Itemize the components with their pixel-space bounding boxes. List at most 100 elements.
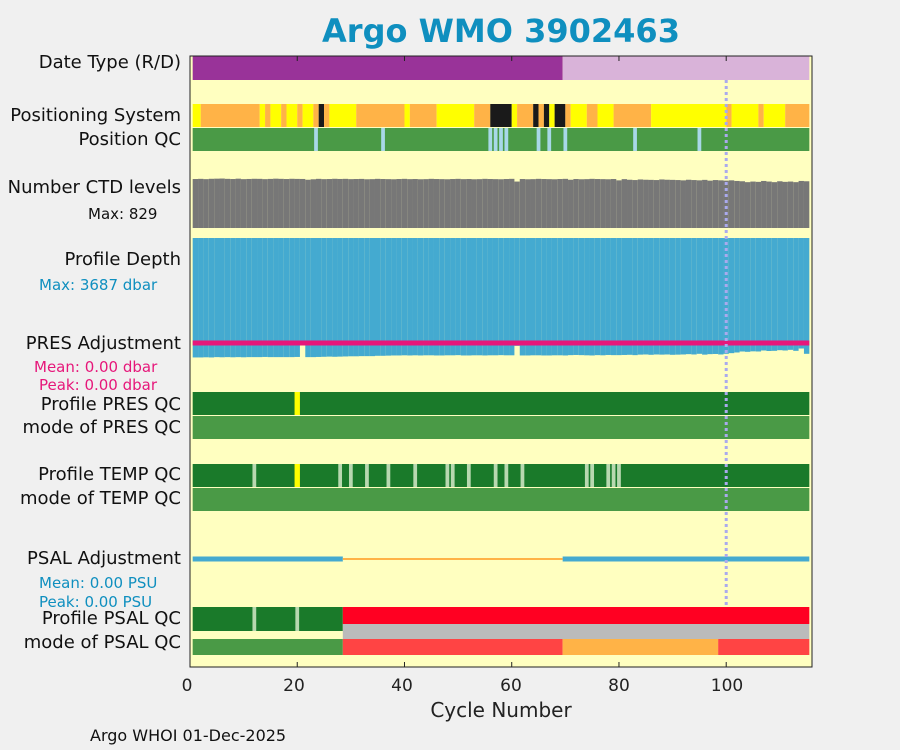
profile-depth-bar	[675, 238, 681, 355]
ctd-level-bar	[305, 179, 311, 228]
ctd-level-bar	[568, 179, 574, 228]
label-mode-psal-qc: mode of PSAL QC	[23, 632, 181, 653]
profile-depth-bar	[782, 238, 788, 351]
profile-temp-qc-flag	[493, 464, 498, 487]
ctd-level-bar	[433, 179, 440, 228]
positioning-segment	[613, 104, 652, 127]
positioning-segment	[758, 104, 764, 127]
x-axis-title: Cycle Number	[430, 698, 572, 722]
profile-depth-bar	[401, 238, 408, 356]
label-psal-peak: Peak: 0.00 PSU	[39, 593, 153, 611]
profile-depth-bar	[557, 238, 563, 356]
position-qc-flag	[547, 128, 552, 151]
ctd-level-bar	[691, 180, 697, 228]
profile-temp-qc-bar	[192, 464, 810, 487]
ctd-level-bar	[793, 182, 799, 228]
profile-depth-bar	[391, 238, 397, 356]
profile-depth-bar	[476, 238, 483, 356]
x-tick-label: 40	[391, 676, 413, 696]
profile-psal-qc-bar	[192, 607, 343, 624]
profile-depth-bar	[230, 238, 236, 358]
x-tick-label: 100	[710, 676, 744, 696]
positioning-segment	[265, 104, 271, 127]
profile-depth-bar	[305, 238, 311, 358]
profile-depth-bar	[680, 238, 686, 355]
profile-depth-bar	[744, 238, 751, 352]
profile-depth-bar	[755, 238, 762, 352]
positioning-segment	[785, 104, 810, 127]
profile-depth-bar	[600, 238, 606, 356]
label-ctd-levels: Number CTD levels	[7, 177, 181, 198]
x-tick-label: 60	[500, 676, 522, 696]
label-mode-temp-qc: mode of TEMP QC	[19, 488, 181, 509]
ctd-level-bar	[514, 181, 520, 228]
ctd-level-bar	[294, 178, 300, 228]
positioning-segment	[200, 104, 260, 127]
positioning-segment	[436, 104, 475, 127]
position-qc-flag	[504, 128, 509, 151]
ctd-level-bar	[450, 179, 456, 228]
ctd-level-bar	[385, 179, 392, 228]
profile-depth-bar	[214, 238, 220, 358]
ctd-level-bar	[610, 179, 617, 228]
ctd-level-bar	[407, 179, 413, 228]
ctd-level-bar	[519, 179, 526, 228]
mode-psal-qc-bar	[192, 639, 343, 655]
profile-depth-bar	[503, 238, 510, 356]
profile-pres-qc-bar	[192, 392, 810, 415]
ctd-level-bar	[632, 180, 638, 228]
profile-depth-bar	[766, 238, 772, 351]
ctd-level-bar	[659, 179, 665, 228]
profile-depth-bar	[316, 238, 322, 357]
ctd-level-bar	[546, 179, 552, 228]
profile-depth-bar	[283, 238, 290, 358]
positioning-segment	[726, 104, 732, 127]
ctd-level-bar	[525, 179, 531, 228]
date-type-bar	[192, 56, 563, 80]
mode-psal-qc-bar	[718, 639, 810, 655]
profile-depth-bar	[198, 238, 204, 358]
label-pres-peak: Peak: 0.00 dbar	[39, 376, 158, 394]
position-qc-flag	[488, 128, 493, 151]
ctd-level-bar	[798, 180, 804, 228]
positioning-segment	[549, 104, 555, 127]
positioning-segment	[517, 104, 534, 127]
profile-depth-bar	[326, 238, 333, 357]
profile-depth-bar	[466, 238, 472, 356]
ctd-level-bar	[750, 181, 756, 228]
ctd-level-bar	[235, 178, 241, 228]
profile-depth-bar	[262, 238, 268, 357]
profile-depth-bar	[589, 238, 595, 356]
profile-depth-bar	[573, 238, 579, 355]
profile-depth-bar	[385, 238, 392, 356]
ctd-level-bar	[675, 180, 681, 228]
position-qc-flag	[563, 128, 568, 151]
x-tick-label: 0	[181, 676, 193, 696]
ctd-level-bar	[192, 179, 199, 228]
profile-depth-bar	[407, 238, 413, 356]
positioning-segment	[324, 104, 330, 127]
profile-depth-bar	[310, 238, 317, 358]
profile-depth-bar	[240, 238, 247, 358]
profile-depth-bar	[348, 238, 354, 357]
ctd-level-bar	[664, 179, 670, 228]
positioning-segment	[731, 104, 759, 127]
positioning-segment	[286, 104, 298, 127]
ctd-level-bar	[278, 178, 284, 228]
label-pres-mean: Mean: 0.00 dbar	[34, 358, 158, 376]
profile-pres-qc-flag	[294, 392, 300, 415]
profile-depth-bar	[787, 238, 794, 350]
ctd-level-bar	[782, 181, 788, 228]
profile-depth-bar	[235, 238, 241, 358]
ctd-level-bar	[332, 178, 338, 228]
positioning-segment	[329, 104, 357, 127]
ctd-level-bar	[310, 179, 317, 228]
profile-depth-bar	[412, 238, 418, 356]
profile-temp-qc-flag	[590, 464, 595, 487]
ctd-level-bar	[551, 179, 558, 228]
ctd-level-bar	[326, 179, 333, 228]
profile-depth-bar	[321, 238, 327, 357]
ctd-level-bar	[718, 180, 724, 228]
positioning-segment	[270, 104, 282, 127]
